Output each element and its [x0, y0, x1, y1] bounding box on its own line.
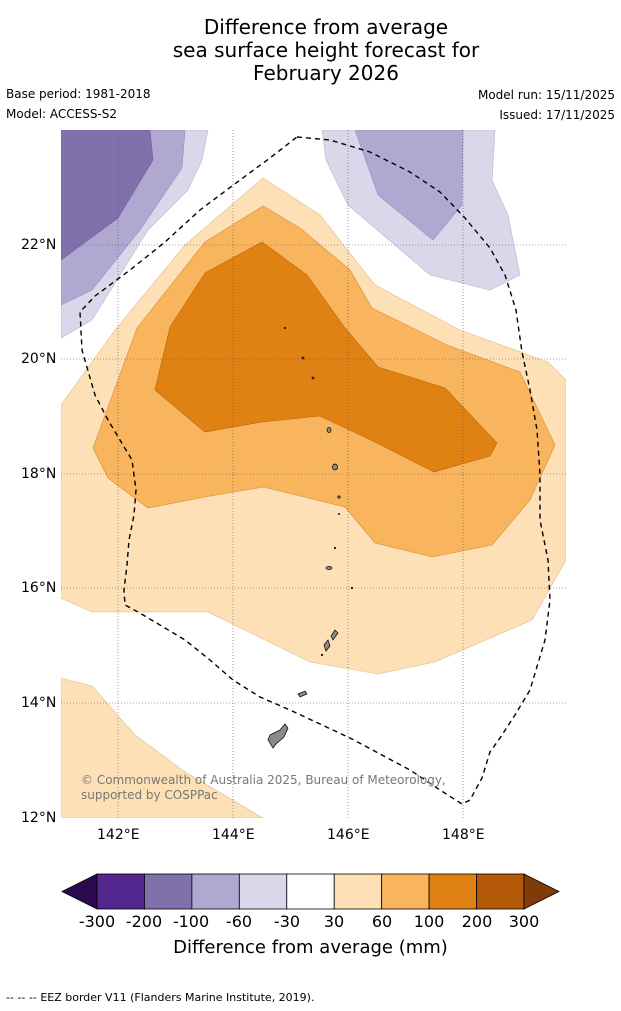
copyright-notice: © Commonwealth of Australia 2025, Bureau…: [81, 773, 446, 802]
island-pagan: [332, 463, 338, 471]
lat-label-22n: 22°N: [21, 237, 57, 253]
colorbar-segment-3: [191, 873, 240, 910]
islands: [267, 326, 354, 749]
contour-30-60-sw: [61, 677, 264, 818]
cb-tick-8: 100: [413, 912, 445, 931]
title-line-2: sea surface height forecast for: [172, 38, 480, 62]
colorbar-extend-low: [61, 873, 98, 910]
sea-level-map: [61, 130, 566, 818]
cb-tick-1: -300: [78, 912, 116, 931]
footer-legend: -- -- -- EEZ border V11 (Flanders Marine…: [6, 991, 314, 1004]
issued-date: Issued: 17/11/2025: [499, 108, 615, 122]
lon-label-144e: 144°E: [212, 827, 255, 843]
cb-tick-3: -100: [172, 912, 210, 931]
chart-title: Difference from average sea surface heig…: [0, 16, 621, 85]
island-alamagan: [337, 495, 341, 499]
lat-label-14n: 14°N: [21, 695, 57, 711]
island-small-6: [338, 513, 340, 515]
model-run: Model run: 15/11/2025: [477, 88, 615, 102]
eez-legend-symbol: -- -- --: [6, 991, 37, 1004]
lat-label-16n: 16°N: [21, 580, 57, 596]
cb-tick-6: 30: [323, 912, 345, 931]
contour-fields: [61, 130, 566, 818]
colorbar-extend-high: [523, 873, 560, 910]
colorbar-segment-2: [144, 873, 193, 910]
cb-tick-4: -60: [225, 912, 253, 931]
cb-tick-9: 200: [461, 912, 493, 931]
colorbar-segment-1: [96, 873, 145, 910]
colorbar-segment-4: [238, 873, 288, 910]
title-line-1: Difference from average: [203, 15, 449, 39]
eez-border: [79, 136, 551, 805]
contour-100-200: [154, 241, 498, 473]
lat-label-20n: 20°N: [21, 351, 57, 367]
contour-minus60-minus100-ne: [354, 130, 464, 241]
graticule: [61, 130, 566, 818]
cb-tick-10: 300: [508, 912, 540, 931]
cb-tick-7: 60: [371, 912, 393, 931]
colorbar-segment-8: [428, 873, 477, 910]
lon-label-146e: 146°E: [327, 827, 370, 843]
island-small-3: [283, 326, 287, 330]
eez-legend-text: EEZ border V11 (Flanders Marine Institut…: [40, 991, 315, 1004]
island-small-4: [333, 546, 337, 550]
island-small-2: [301, 356, 305, 360]
island-agrihan: [326, 427, 332, 433]
island-tinian: [323, 639, 331, 652]
base-period: Base period: 1981-2018: [6, 87, 151, 101]
colorbar-segment-6: [333, 873, 383, 910]
island-small-7: [320, 653, 324, 657]
colorbar-segments: [61, 873, 560, 910]
lon-label-148e: 148°E: [442, 827, 485, 843]
island-rota: [297, 690, 308, 698]
title-line-3: February 2026: [253, 61, 399, 85]
cb-tick-2: -200: [125, 912, 163, 931]
contour-minus100-minus200: [61, 130, 154, 261]
island-saipan: [330, 629, 339, 641]
colorbar-segment-9: [476, 873, 525, 910]
model-name: Model: ACCESS-S2: [6, 107, 118, 121]
island-guam: [267, 723, 289, 749]
lat-label-18n: 18°N: [21, 466, 57, 482]
island-anatahan: [325, 566, 333, 570]
island-small-5: [350, 586, 354, 590]
colorbar-segment-5: [286, 873, 335, 910]
island-small-1: [311, 376, 315, 380]
lat-label-12n: 12°N: [21, 810, 57, 826]
colorbar-segment-7: [381, 873, 430, 910]
cb-tick-5: -30: [273, 912, 301, 931]
colorbar-label: Difference from average (mm): [173, 937, 448, 958]
lon-label-142e: 142°E: [97, 827, 140, 843]
